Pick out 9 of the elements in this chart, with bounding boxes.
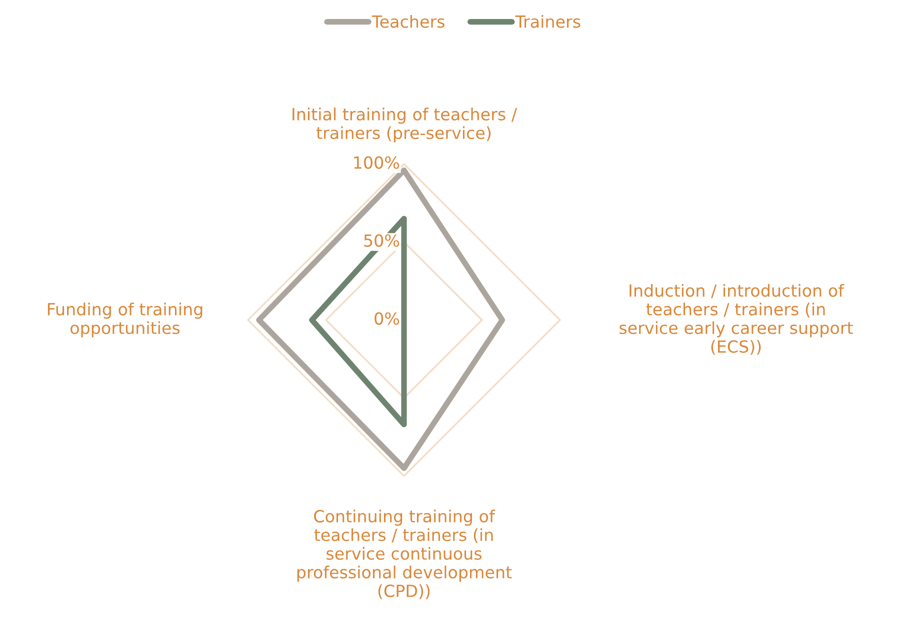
y-tick-label: 50%: [364, 234, 400, 247]
legend-label: Teachers: [372, 15, 444, 28]
spoke-label: Induction / introduction of teachers / trainers (in service early career support (ECS)): [620, 284, 853, 355]
legend-label: Trainers: [515, 15, 580, 28]
y-tick-label: 100%: [354, 156, 400, 169]
spoke-label: Initial training of teachers / trainers (pre-service): [292, 108, 518, 142]
y-tick-label: 0%: [374, 312, 400, 325]
spoke-label: Continuing training of teachers / trainers (in service continuous professional development (CPD)): [297, 510, 512, 600]
spoke-label: Funding of training opportunities: [48, 302, 202, 338]
